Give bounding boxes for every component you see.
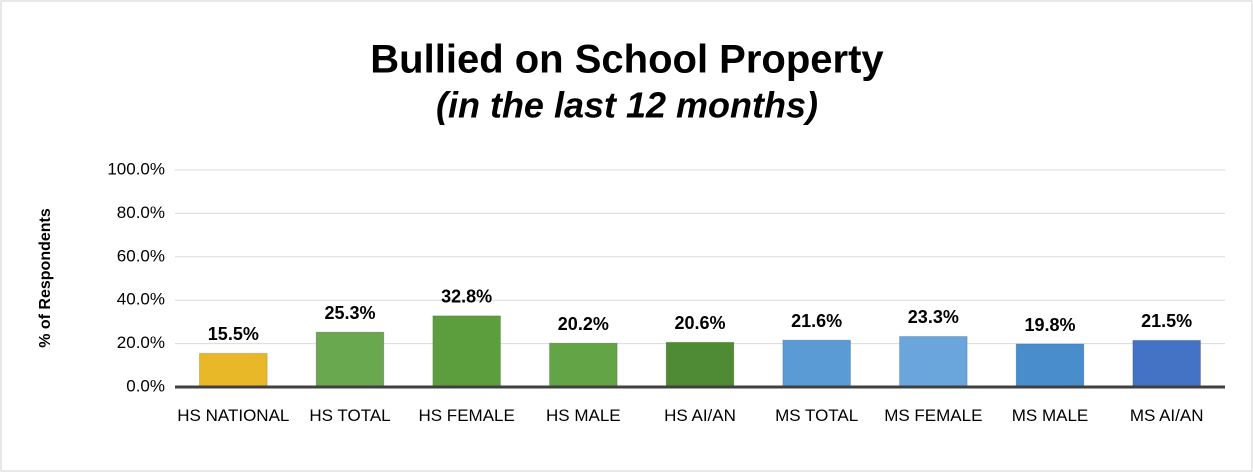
- bar: [432, 315, 502, 388]
- y-tick-label: 60.0%: [117, 246, 165, 265]
- y-tick-label: 40.0%: [117, 290, 165, 309]
- x-tick-label: HS NATIONAL: [177, 406, 290, 425]
- bar: [1132, 339, 1202, 388]
- y-tick-label: 0.0%: [126, 376, 165, 395]
- data-label: 25.3%: [324, 303, 375, 323]
- data-label: 19.8%: [1024, 315, 1075, 335]
- y-tick-label: 100.0%: [107, 159, 165, 178]
- y-tick-label: 20.0%: [117, 333, 165, 352]
- x-tick-label: HS TOTAL: [309, 406, 391, 425]
- data-label: 32.8%: [441, 287, 492, 307]
- data-label: 21.5%: [1141, 311, 1192, 331]
- bar: [665, 341, 735, 388]
- y-tick-label: 80.0%: [117, 203, 165, 222]
- bar: [1015, 343, 1085, 388]
- y-axis-label: % of Respondents: [37, 208, 54, 348]
- x-tick-label: MS MALE: [1011, 406, 1089, 425]
- x-tick-label: HS MALE: [546, 406, 621, 425]
- data-label: 23.3%: [908, 307, 959, 327]
- x-tick-label: MS TOTAL: [775, 406, 859, 425]
- bar: [315, 331, 385, 388]
- data-label: 15.5%: [208, 324, 259, 344]
- chart-subtitle: (in the last 12 months): [436, 85, 818, 126]
- x-tick-label: HS FEMALE: [418, 406, 515, 425]
- x-tick-label: HS AI/AN: [664, 406, 736, 425]
- bar: [899, 335, 968, 388]
- x-tick-label: MS FEMALE: [884, 406, 983, 425]
- chart-title: Bullied on School Property: [370, 38, 884, 82]
- bar: [199, 352, 268, 388]
- bar: [549, 342, 618, 388]
- bar: [782, 339, 851, 388]
- data-label: 20.6%: [674, 313, 725, 333]
- data-label: 21.6%: [791, 311, 842, 331]
- x-tick-label: MS AI/AN: [1129, 406, 1204, 425]
- data-label: 20.2%: [558, 314, 609, 334]
